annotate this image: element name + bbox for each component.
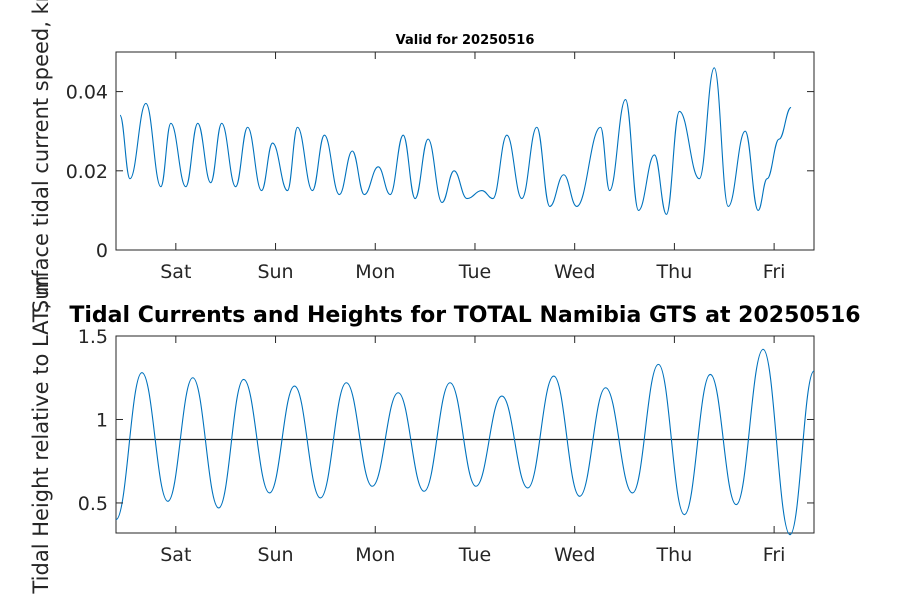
- y-tick-label: 1.5: [78, 326, 108, 348]
- x-tick-label: Mon: [355, 261, 395, 283]
- series-line: [119, 67, 792, 215]
- x-tick-label: Tue: [458, 261, 491, 283]
- x-tick-label: Fri: [763, 544, 786, 566]
- plot-area: [115, 51, 815, 251]
- chart-title: Tidal Currents and Heights for TOTAL Nam…: [69, 303, 860, 328]
- x-tick-label: Thu: [656, 261, 693, 283]
- x-tick-label: Wed: [554, 261, 595, 283]
- y-tick-label: 1: [96, 409, 108, 431]
- current-speed-panel: 0 0.02 0.04 Sat Sun Mon Tue Wed Thu Fri Valid fo…: [29, 0, 815, 313]
- x-tick-label: Sat: [160, 261, 191, 283]
- x-tick-label: Mon: [355, 544, 395, 566]
- y-tick-label: 0.04: [66, 82, 108, 104]
- y-tick-label: 0.5: [78, 493, 108, 515]
- x-tick-label: Thu: [656, 544, 693, 566]
- chart-title: Valid for 20250516: [396, 33, 535, 48]
- x-tick-label: Sun: [257, 544, 293, 566]
- x-tick-label: Tue: [458, 544, 491, 566]
- plot-area: [115, 335, 815, 534]
- y-tick-label: 0.02: [66, 161, 108, 183]
- y-axis-label: Surface tidal current speed, kn: [29, 0, 53, 313]
- x-tick-label: Sat: [160, 544, 191, 566]
- tidal-height-panel: 0.5 1 1.5 Sat Sun Mon Tue Wed Thu Fri Tidal Curr…: [29, 275, 861, 594]
- y-axis-label: Tidal Height relative to LAT, m: [29, 275, 53, 594]
- y-tick-label: 0: [96, 240, 108, 262]
- x-tick-label: Sun: [257, 261, 293, 283]
- series-line: [115, 348, 815, 536]
- x-tick-label: Wed: [554, 544, 595, 566]
- x-tick-label: Fri: [763, 261, 786, 283]
